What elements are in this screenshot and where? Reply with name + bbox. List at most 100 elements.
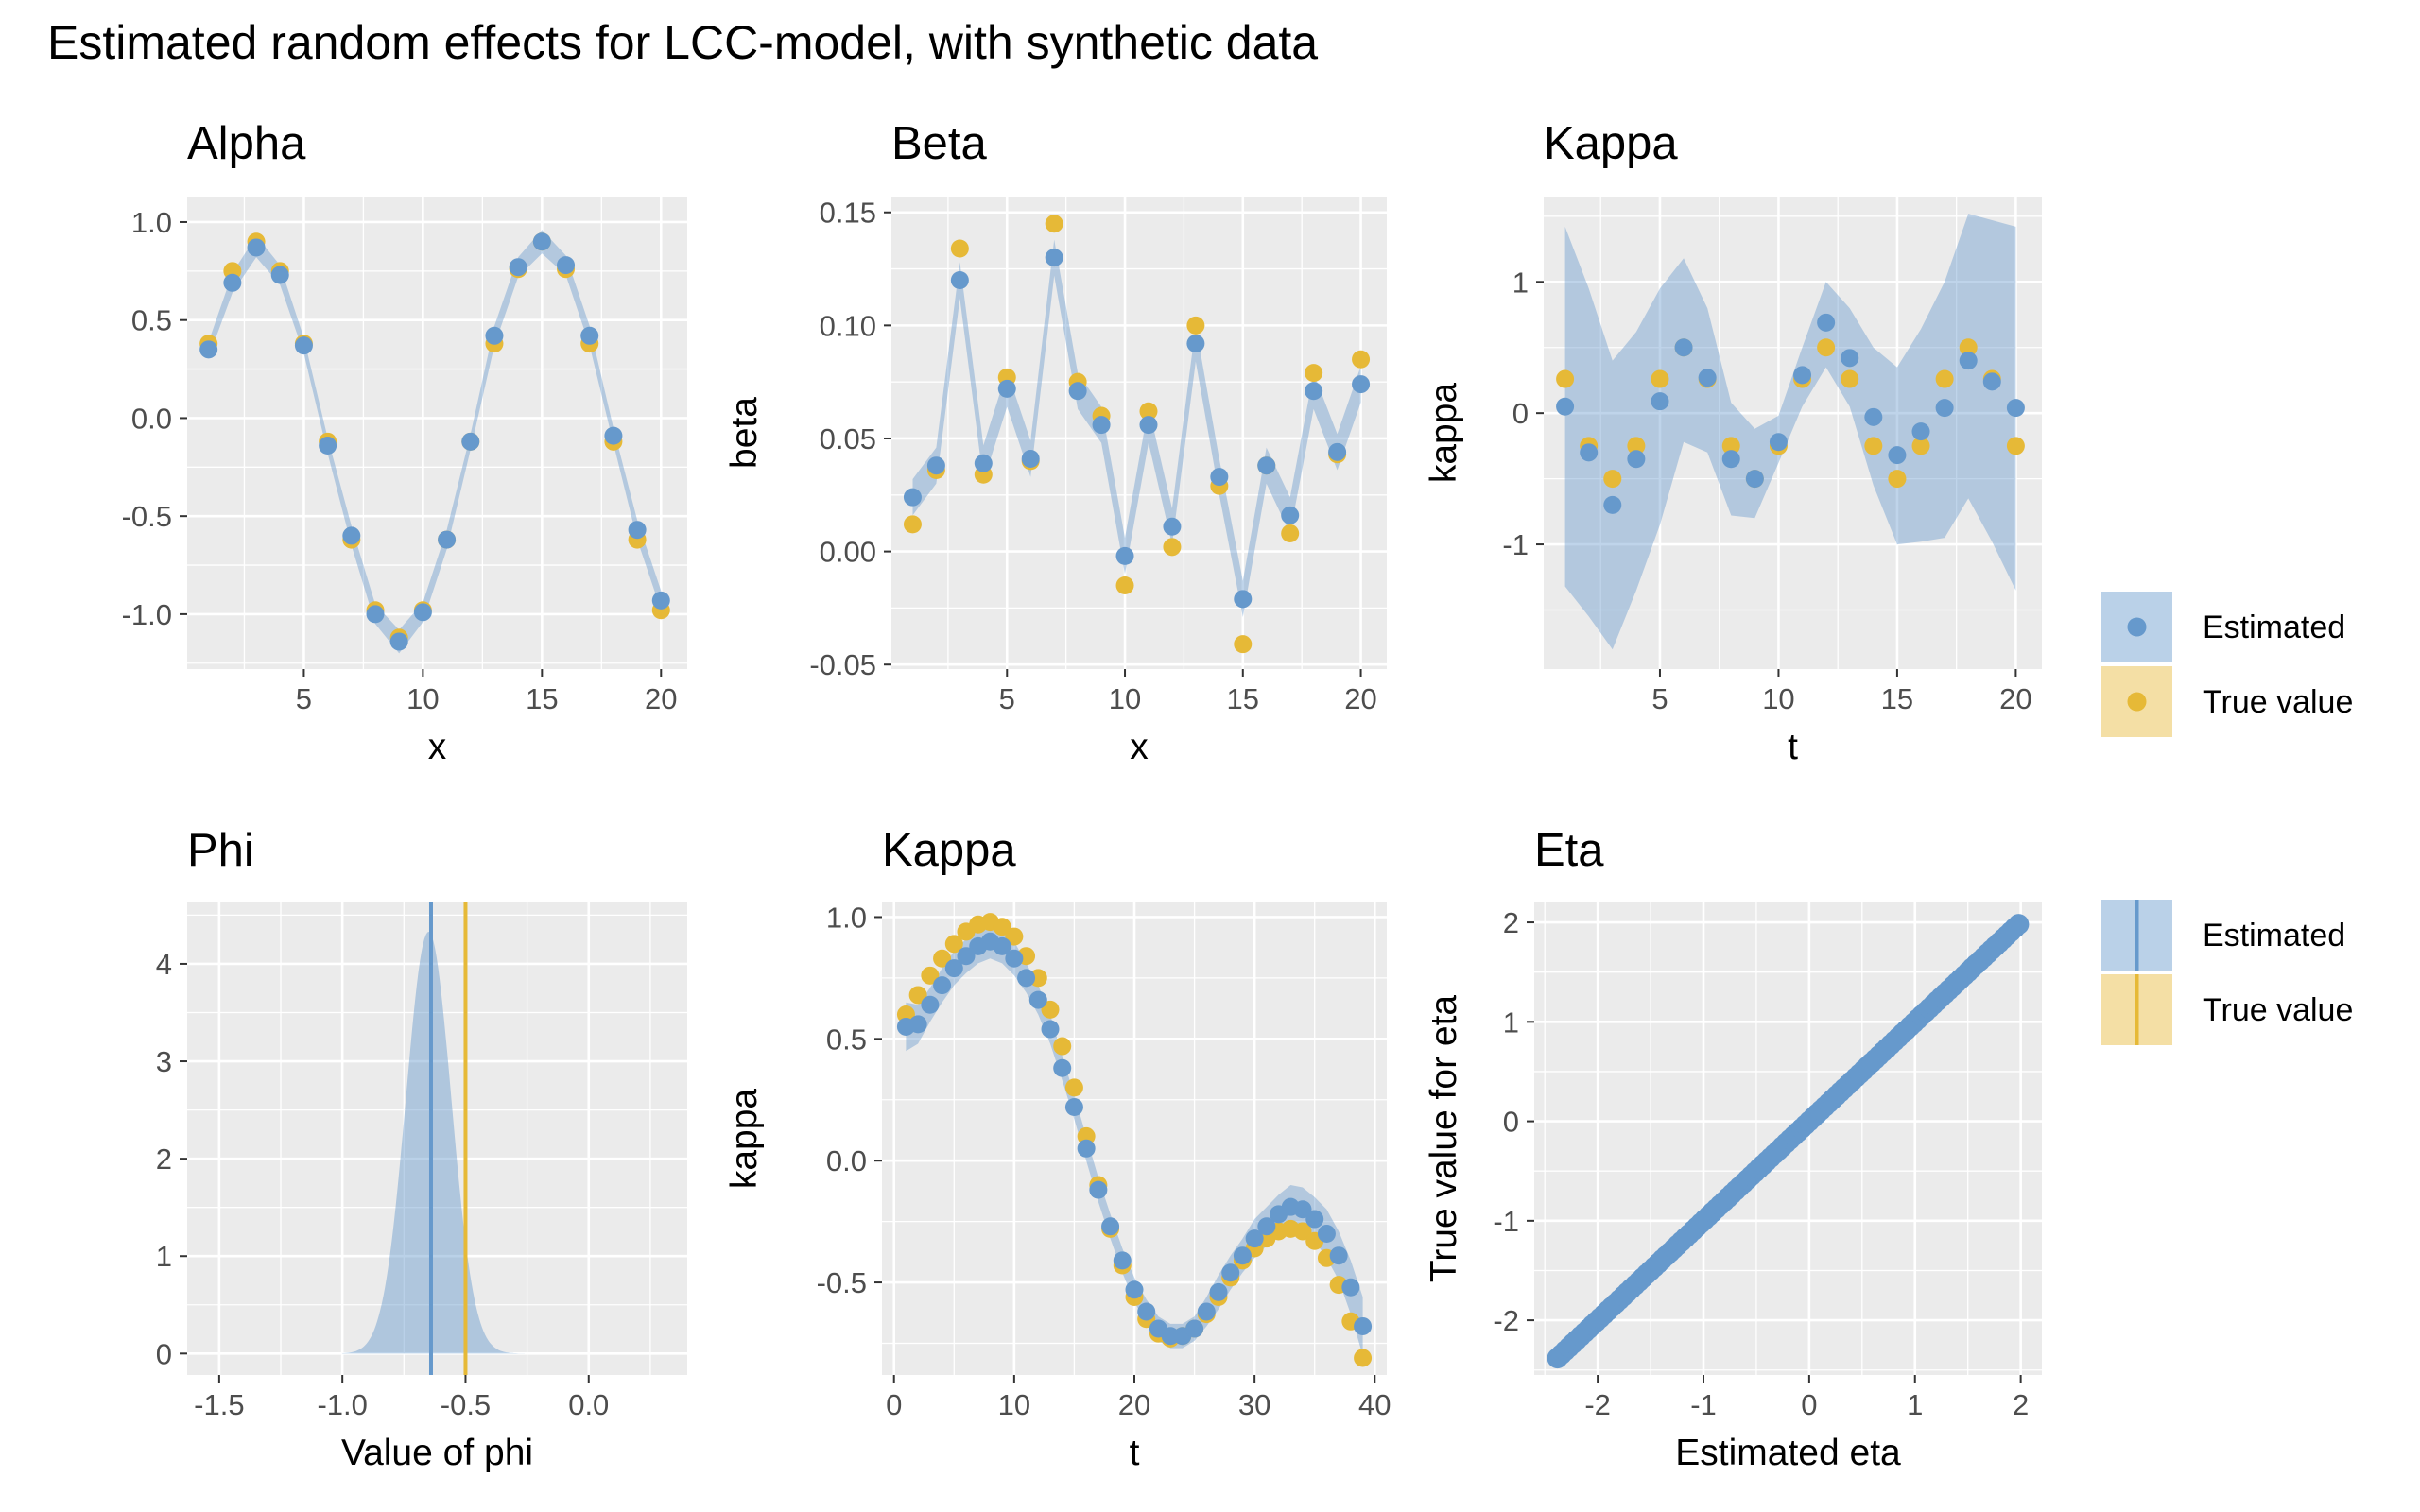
panel-beta: 5 10 15 20 -0.05 0.00 0.05 0.10 0.15 Beta x beta xyxy=(724,118,1387,767)
true-value-point xyxy=(1959,338,1978,357)
estimated-point xyxy=(651,591,670,610)
estimated-point xyxy=(1113,1251,1132,1270)
estimated-point xyxy=(1139,416,1158,435)
y-tick-label: -2 xyxy=(1493,1304,1519,1337)
estimated-point xyxy=(1197,1302,1216,1321)
legend-line-label-true-value: True value xyxy=(2203,992,2353,1028)
x-tick-label: 10 xyxy=(998,1388,1030,1421)
plot-background xyxy=(891,197,1387,669)
estimated-point xyxy=(1017,969,1036,988)
y-tick-label: 4 xyxy=(156,948,172,981)
estimated-point xyxy=(1556,397,1575,416)
estimated-point xyxy=(413,603,432,622)
estimated-point xyxy=(1281,506,1300,524)
estimated-point xyxy=(1209,1282,1228,1301)
estimated-point xyxy=(1354,1316,1373,1335)
estimated-point xyxy=(1817,313,1836,332)
estimated-point xyxy=(294,336,313,355)
true-value-point xyxy=(993,918,1011,936)
estimated-point xyxy=(461,432,480,451)
x-tick-label: 20 xyxy=(1999,682,2031,715)
true-value-point xyxy=(1352,350,1371,369)
estimated-point xyxy=(1329,1246,1348,1265)
estimated-point xyxy=(1028,990,1047,1009)
estimated-point xyxy=(1234,590,1253,609)
estimated-point xyxy=(1068,382,1087,401)
y-tick-label: 0 xyxy=(1503,1106,1519,1139)
true-value-point xyxy=(1041,1000,1060,1019)
estimated-point xyxy=(997,379,1016,398)
legend-key-estimated-point xyxy=(2127,617,2147,637)
true-value-point xyxy=(2006,437,2025,455)
x-tick-label: 15 xyxy=(1227,682,1259,715)
estimated-point xyxy=(1911,422,1930,441)
y-tick-label: 0.0 xyxy=(826,1144,867,1177)
estimated-point xyxy=(957,947,976,966)
true-value-point xyxy=(1354,1349,1373,1367)
legend-label-estimated: Estimated xyxy=(2203,610,2345,645)
y-tick-label: -1.0 xyxy=(122,598,172,631)
true-value-point xyxy=(1864,437,1883,455)
estimated-point xyxy=(1580,443,1599,462)
true-value-point xyxy=(1064,1078,1083,1097)
plot-background xyxy=(187,197,687,669)
estimated-point xyxy=(944,959,963,978)
estimated-point xyxy=(389,632,408,651)
y-tick-label: 1 xyxy=(1512,266,1529,299)
panel-title: Kappa xyxy=(1544,118,1678,169)
y-axis-label: kappa xyxy=(1424,383,1464,484)
estimated-point xyxy=(604,426,623,445)
true-value-point xyxy=(1305,364,1323,383)
x-tick-label: -0.5 xyxy=(441,1388,491,1421)
true-value-point xyxy=(1651,369,1669,388)
x-axis-label: t xyxy=(1788,727,1798,767)
estimated-point xyxy=(933,976,952,995)
x-tick-label: 5 xyxy=(999,682,1015,715)
x-tick-label: 5 xyxy=(1651,682,1668,715)
x-tick-label: 1 xyxy=(1907,1388,1923,1421)
y-tick-label: 1.0 xyxy=(131,206,172,239)
estimated-point xyxy=(1841,349,1859,368)
estimated-point xyxy=(247,238,266,257)
plot-background xyxy=(187,902,687,1375)
estimated-point xyxy=(2006,399,2025,418)
estimated-point xyxy=(993,936,1011,955)
estimated-point xyxy=(509,258,527,277)
x-tick-label: 30 xyxy=(1238,1388,1270,1421)
estimated-point xyxy=(1328,442,1347,461)
true-value-point xyxy=(903,515,922,534)
estimated-point xyxy=(223,273,242,292)
estimated-point xyxy=(1745,470,1764,489)
x-tick-label: 20 xyxy=(645,682,677,715)
estimated-point xyxy=(199,340,218,359)
true-value-point xyxy=(933,949,952,968)
y-tick-label: 0.05 xyxy=(820,422,876,455)
estimated-point xyxy=(1221,1263,1240,1282)
estimated-point xyxy=(1352,375,1371,394)
figure-title: Estimated random effects for LCC-model, … xyxy=(47,16,1318,69)
y-tick-label: 1 xyxy=(156,1240,172,1273)
estimated-point xyxy=(1021,450,1040,469)
estimated-point xyxy=(1005,949,1024,968)
estimated-point xyxy=(1101,1217,1120,1236)
estimated-point xyxy=(1317,1225,1336,1244)
estimated-point xyxy=(1041,1020,1060,1039)
estimated-point xyxy=(1721,450,1740,469)
true-value-point xyxy=(1627,437,1646,455)
y-tick-label: 2 xyxy=(1503,906,1519,939)
panel-phi: -1.5 -1.0 -0.5 0.0 0 1 2 3 4 Phi Value of phi xyxy=(156,825,687,1473)
true-value-point xyxy=(1234,635,1253,654)
x-tick-label: 10 xyxy=(1762,682,1794,715)
legend-label-true-value: True value xyxy=(2203,684,2353,720)
estimated-point xyxy=(1210,468,1229,487)
estimated-point xyxy=(1674,338,1693,357)
true-value-point xyxy=(1888,470,1907,489)
estimated-point xyxy=(270,266,289,284)
true-value-point xyxy=(1721,437,1740,455)
y-tick-label: -0.5 xyxy=(122,500,172,533)
y-tick-label: 3 xyxy=(156,1045,172,1078)
y-tick-label: -1 xyxy=(1502,528,1529,561)
panel-title: Eta xyxy=(1534,825,1604,876)
panel-kappa-bottom: 0 10 20 30 40 -0.5 0.0 0.5 1.0 Kappa t kappa xyxy=(724,825,1392,1473)
